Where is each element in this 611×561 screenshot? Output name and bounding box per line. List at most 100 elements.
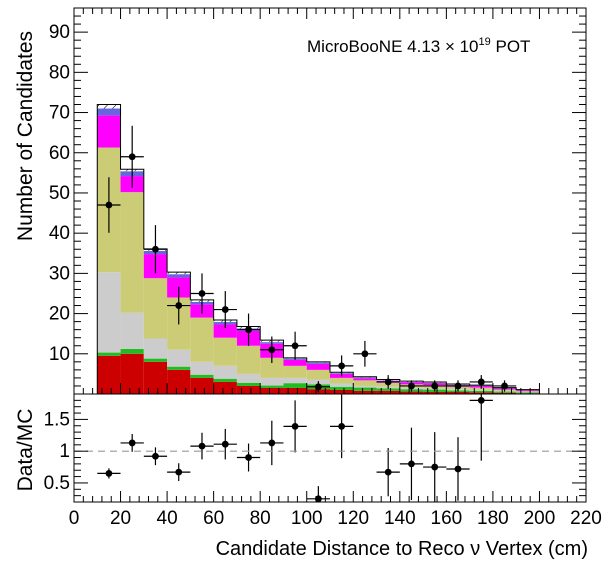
bar-segment-red <box>330 389 354 394</box>
bar-segment-olive <box>143 278 168 339</box>
bar-segment-red <box>469 392 493 394</box>
ratio-y-tick-label: 0.5 <box>44 473 70 494</box>
y-tick-label: 30 <box>49 263 70 284</box>
x-tick-label: 100 <box>291 508 323 529</box>
x-tick-label: 140 <box>384 508 416 529</box>
bar-segment-grey <box>120 312 144 349</box>
bar-segment-olive <box>516 391 540 392</box>
y-tick-label: 40 <box>49 223 70 244</box>
bar-segment-olive <box>330 377 354 384</box>
ratio-point <box>190 432 214 460</box>
bar-segment-green <box>120 348 144 354</box>
ratio-point <box>97 468 121 479</box>
bar-segment-magenta <box>516 390 540 392</box>
bar-segment-green <box>492 391 517 393</box>
bar-segment-red <box>376 390 400 394</box>
y-tick-label: 50 <box>49 183 70 204</box>
bar-segment-red <box>492 392 517 394</box>
bar-segment-red <box>213 381 237 394</box>
bar-segment-green <box>376 388 400 391</box>
bar-segment-grey <box>213 365 237 379</box>
data-point <box>143 225 168 274</box>
bar-segment-olive <box>306 369 330 380</box>
data-point <box>399 380 424 392</box>
bar-segment-olive <box>236 345 261 374</box>
ratio-y-tick-label: 1 <box>59 441 70 462</box>
uncertainty-hatch <box>97 104 121 109</box>
data-point <box>283 331 307 360</box>
ratio-point <box>446 437 470 501</box>
bar-segment-blue <box>97 108 121 116</box>
bar-segment-blue <box>306 362 330 364</box>
bar-segment-red <box>236 385 261 394</box>
x-axis-label: Candidate Distance to Reco ν Vertex (cm) <box>216 538 588 560</box>
data-point <box>120 125 144 188</box>
x-tick-label: 220 <box>570 508 602 529</box>
x-tick-label: 120 <box>337 508 369 529</box>
x-tick-label: 60 <box>203 508 224 529</box>
data-point <box>236 313 261 346</box>
ratio-point <box>120 434 144 452</box>
bar-segment-green <box>190 374 214 378</box>
y-tick-label: 70 <box>49 103 70 124</box>
data-points <box>97 125 517 393</box>
x-tick-label: 20 <box>110 508 131 529</box>
ratio-point <box>260 420 284 466</box>
bar-segment-magenta <box>97 115 121 148</box>
ratio-point <box>167 463 191 482</box>
bottom-panel: 0.5 1 1.5 0 20 40 60 80 100 120 140 160 180 200 220 Da… <box>14 393 602 560</box>
bar-segment-red <box>97 355 121 394</box>
bar-segment-red <box>423 391 447 394</box>
ratio-point <box>143 447 168 466</box>
data-point <box>469 375 493 389</box>
bar-segment-blue <box>353 377 377 379</box>
bar-segment-magenta <box>213 324 237 338</box>
x-tick-label: 180 <box>477 508 509 529</box>
bar-segment-grey <box>190 361 214 375</box>
bar-segment-grey <box>353 385 377 388</box>
bar-segment-magenta <box>306 363 330 370</box>
bar-segment-magenta <box>353 378 377 381</box>
bar-segment-magenta <box>283 359 307 366</box>
bottom-frame <box>73 393 587 503</box>
ratio-y-tick-label: 1.5 <box>44 409 70 430</box>
bar-segment-green <box>353 387 377 391</box>
y-tick-label: 80 <box>49 62 70 83</box>
bar-segment-grey <box>330 383 354 387</box>
ratio-point <box>469 394 493 461</box>
bar-segment-olive <box>120 192 144 313</box>
bar-segment-grey <box>143 338 168 359</box>
x-tick-label: 40 <box>157 508 178 529</box>
ratio-points <box>97 394 493 502</box>
data-point <box>423 380 447 392</box>
bar-segment-green <box>213 378 237 382</box>
bar-segment-red <box>446 391 470 394</box>
x-tick-label: 160 <box>431 508 463 529</box>
bar-segment-red <box>399 391 424 394</box>
ratio-point <box>399 427 424 501</box>
bar-segment-red <box>260 387 284 394</box>
data-point <box>306 381 330 393</box>
bottom-axes: 0.5 1 1.5 0 20 40 60 80 100 120 140 160 180 200 220 <box>44 393 602 529</box>
data-point <box>446 380 470 392</box>
data-point <box>167 286 191 325</box>
stack-outline <box>96 104 540 394</box>
ratio-point <box>236 443 261 472</box>
bar-segment-green <box>167 366 191 370</box>
bar-segment-blue <box>167 274 191 278</box>
bar-segment-grey <box>236 373 261 383</box>
bar-segment-grey <box>283 377 307 384</box>
bar-segment-olive <box>190 317 214 362</box>
data-point <box>190 273 214 314</box>
y-tick-label: 90 <box>49 22 70 43</box>
x-tick-label: 0 <box>69 508 80 529</box>
data-point <box>353 340 377 367</box>
bar-segment-green <box>97 352 121 356</box>
uncertainty-hatch <box>167 272 191 275</box>
bar-segment-red <box>283 387 307 394</box>
ratio-point <box>306 486 330 502</box>
bar-segment-red <box>120 353 144 394</box>
bar-segment-red <box>143 361 168 394</box>
bar-segment-green <box>283 383 307 388</box>
